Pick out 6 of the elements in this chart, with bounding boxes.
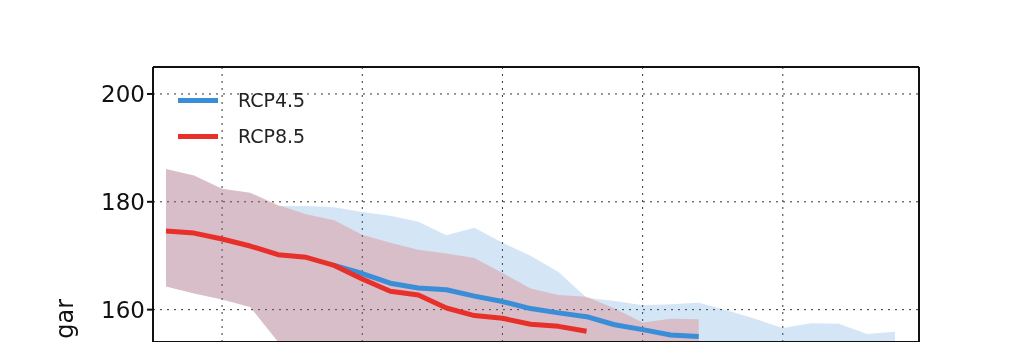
- y-tick-label: 160: [101, 296, 145, 323]
- y-axis-title: gar: [51, 298, 79, 339]
- y-tick-label: 200: [101, 81, 145, 108]
- legend-label: RCP8.5: [238, 125, 306, 147]
- y-tick-label: 180: [101, 188, 145, 215]
- legend-label: RCP4.5: [238, 89, 306, 111]
